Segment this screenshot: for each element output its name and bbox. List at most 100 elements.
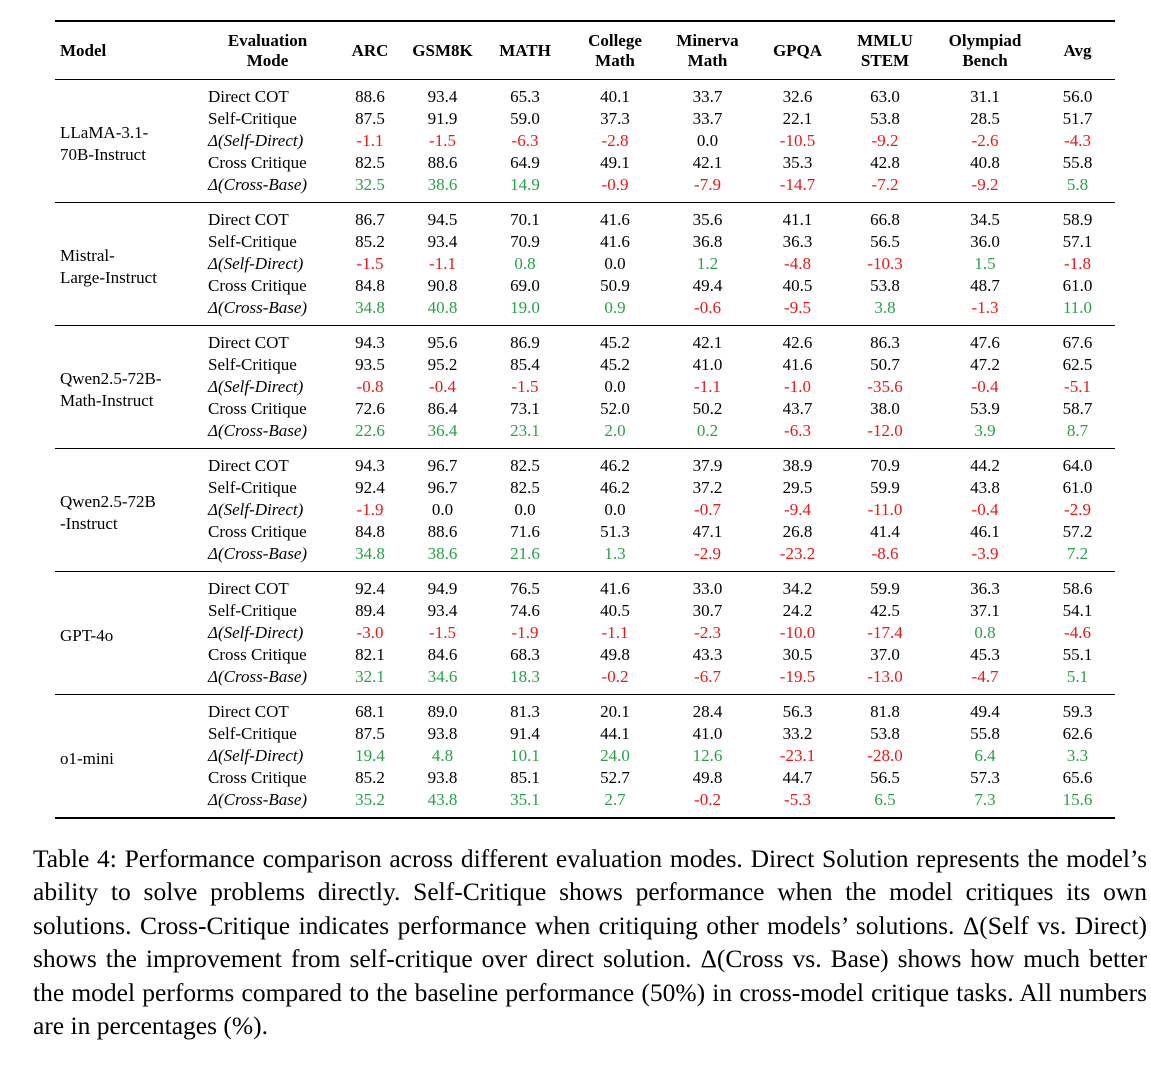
column-header-model: Model — [55, 21, 200, 81]
value-cell: 49.8 — [692, 768, 723, 788]
value-cell: 57.1 — [1062, 232, 1093, 252]
value-cell: 1.5 — [974, 254, 996, 274]
table-row: Δ(Cross-Base) 32.5 38.6 14.9 -0.9 -7.9 -14.7 -7… — [55, 174, 1115, 203]
column-header-gpqa: GPQA — [755, 21, 840, 81]
value-cell: -0.4 — [971, 500, 999, 520]
evaluation-mode-label: Δ(Self-Direct) — [208, 746, 304, 766]
value-cell: 82.5 — [355, 153, 385, 173]
results-table: Model Evaluation Mode ARC GSM8K MATH Col… — [55, 20, 1115, 820]
value-cell: 37.3 — [600, 109, 630, 129]
value-cell: 41.0 — [692, 355, 723, 375]
column-header-gsm8k: GSM8K — [405, 21, 480, 81]
value-cell: 92.4 — [335, 571, 405, 601]
column-header-arc: ARC — [335, 21, 405, 81]
evaluation-mode-label: Δ(Cross-Base) — [208, 544, 308, 564]
value-cell: 85.2 — [355, 768, 385, 788]
value-cell: 2.0 — [604, 421, 626, 441]
value-cell: -2.3 — [694, 623, 721, 643]
value-cell: 33.0 — [660, 571, 755, 601]
value-cell: -0.9 — [601, 175, 629, 195]
value-cell: 8.7 — [1066, 421, 1089, 441]
value-cell: 3.8 — [874, 298, 896, 318]
value-cell: 43.8 — [427, 790, 458, 810]
value-cell: 38.0 — [870, 399, 900, 419]
value-cell: 0.0 — [696, 131, 719, 151]
evaluation-mode-label: Δ(Self-Direct) — [208, 500, 304, 520]
value-cell: 45.2 — [600, 355, 630, 375]
evaluation-mode-label: Δ(Self-Direct) — [208, 254, 304, 274]
value-cell: -10.5 — [779, 131, 816, 151]
table-row: Mistral- Large-Instruct Direct COT 86.7 94.… — [55, 202, 1115, 326]
evaluation-mode-label: Self-Critique — [208, 601, 297, 621]
evaluation-mode-label: Cross Critique — [208, 768, 307, 788]
table-row: Self-Critique 89.4 93.4 74.6 40.5 30.7 24.2 42.… — [55, 600, 1115, 622]
value-cell: 57.2 — [1062, 522, 1093, 542]
value-cell: -0.6 — [694, 298, 721, 318]
table-row: Self-Critique 85.2 93.4 70.9 41.6 36.8 36.3 56.… — [55, 231, 1115, 253]
value-cell: 84.8 — [355, 276, 385, 296]
value-cell: 19.4 — [355, 746, 385, 766]
value-cell: 89.0 — [405, 694, 480, 724]
value-cell: -9.2 — [971, 175, 999, 195]
value-cell: 41.1 — [755, 202, 840, 232]
value-cell: -1.0 — [784, 377, 811, 397]
value-cell: 2.7 — [604, 790, 626, 810]
evaluation-mode-label: Cross Critique — [208, 399, 307, 419]
value-cell: 70.9 — [840, 448, 930, 478]
value-cell: -1.3 — [971, 298, 999, 318]
value-cell: 53.8 — [870, 724, 900, 744]
value-cell: 42.5 — [870, 601, 900, 621]
value-cell: 41.6 — [600, 232, 630, 252]
column-header-evaluation-mode: Evaluation Mode — [200, 21, 335, 81]
evaluation-mode-label: Δ(Self-Direct) — [208, 377, 304, 397]
column-header-olympiad-bench: Olympiad Bench — [930, 21, 1040, 81]
value-cell: 86.3 — [840, 325, 930, 355]
evaluation-mode-label: Δ(Self-Direct) — [208, 131, 304, 151]
value-cell: 52.7 — [600, 768, 630, 788]
value-cell: -1.9 — [356, 500, 384, 520]
value-cell: 36.3 — [930, 571, 1040, 601]
value-cell: -0.4 — [971, 377, 999, 397]
value-cell: -0.2 — [601, 667, 629, 687]
value-cell: -2.9 — [694, 544, 721, 564]
value-cell: 43.7 — [782, 399, 813, 419]
value-cell: 45.3 — [970, 645, 1000, 665]
evaluation-mode-label: Self-Critique — [208, 232, 297, 252]
value-cell: 91.9 — [427, 109, 458, 129]
value-cell: -11.0 — [867, 500, 903, 520]
value-cell: 93.5 — [355, 355, 385, 375]
table-row: Δ(Cross-Base) 34.8 40.8 19.0 0.9 -0.6 -9.5 3.8 -… — [55, 297, 1115, 326]
value-cell: 42.8 — [870, 153, 900, 173]
value-cell: 35.6 — [660, 202, 755, 232]
value-cell: 62.6 — [1062, 724, 1093, 744]
value-cell: 93.4 — [427, 87, 458, 107]
value-cell: -8.6 — [871, 544, 899, 564]
value-cell: 12.6 — [692, 746, 723, 766]
value-cell: 76.5 — [480, 571, 570, 601]
value-cell: 70.9 — [510, 232, 540, 252]
value-cell: 62.5 — [1062, 355, 1093, 375]
value-cell: 49.4 — [692, 276, 723, 296]
value-cell: 20.1 — [570, 694, 660, 724]
table-row: Cross Critique 82.5 88.6 64.9 49.1 42.1 35.3 42… — [55, 152, 1115, 174]
model-name: GPT-4o — [55, 571, 200, 695]
value-cell: 64.0 — [1040, 448, 1115, 478]
value-cell: -23.2 — [779, 544, 816, 564]
value-cell: 55.8 — [1062, 153, 1093, 173]
value-cell: 44.7 — [782, 768, 813, 788]
value-cell: 57.3 — [970, 768, 1000, 788]
model-name: Mistral- Large-Instruct — [55, 202, 200, 326]
value-cell: 84.8 — [355, 522, 385, 542]
value-cell: 56.0 — [1062, 87, 1093, 107]
value-cell: 32.5 — [355, 175, 385, 195]
evaluation-mode-label: Direct COT — [200, 202, 335, 232]
value-cell: 64.9 — [510, 153, 540, 173]
value-cell: 49.4 — [930, 694, 1040, 724]
value-cell: 37.1 — [970, 601, 1000, 621]
column-header-mmlu-stem: MMLU STEM — [840, 21, 930, 81]
value-cell: 1.2 — [696, 254, 719, 274]
value-cell: 36.8 — [692, 232, 723, 252]
evaluation-mode-label: Δ(Self-Direct) — [208, 623, 304, 643]
value-cell: -23.1 — [779, 746, 816, 766]
value-cell: -17.4 — [867, 623, 903, 643]
